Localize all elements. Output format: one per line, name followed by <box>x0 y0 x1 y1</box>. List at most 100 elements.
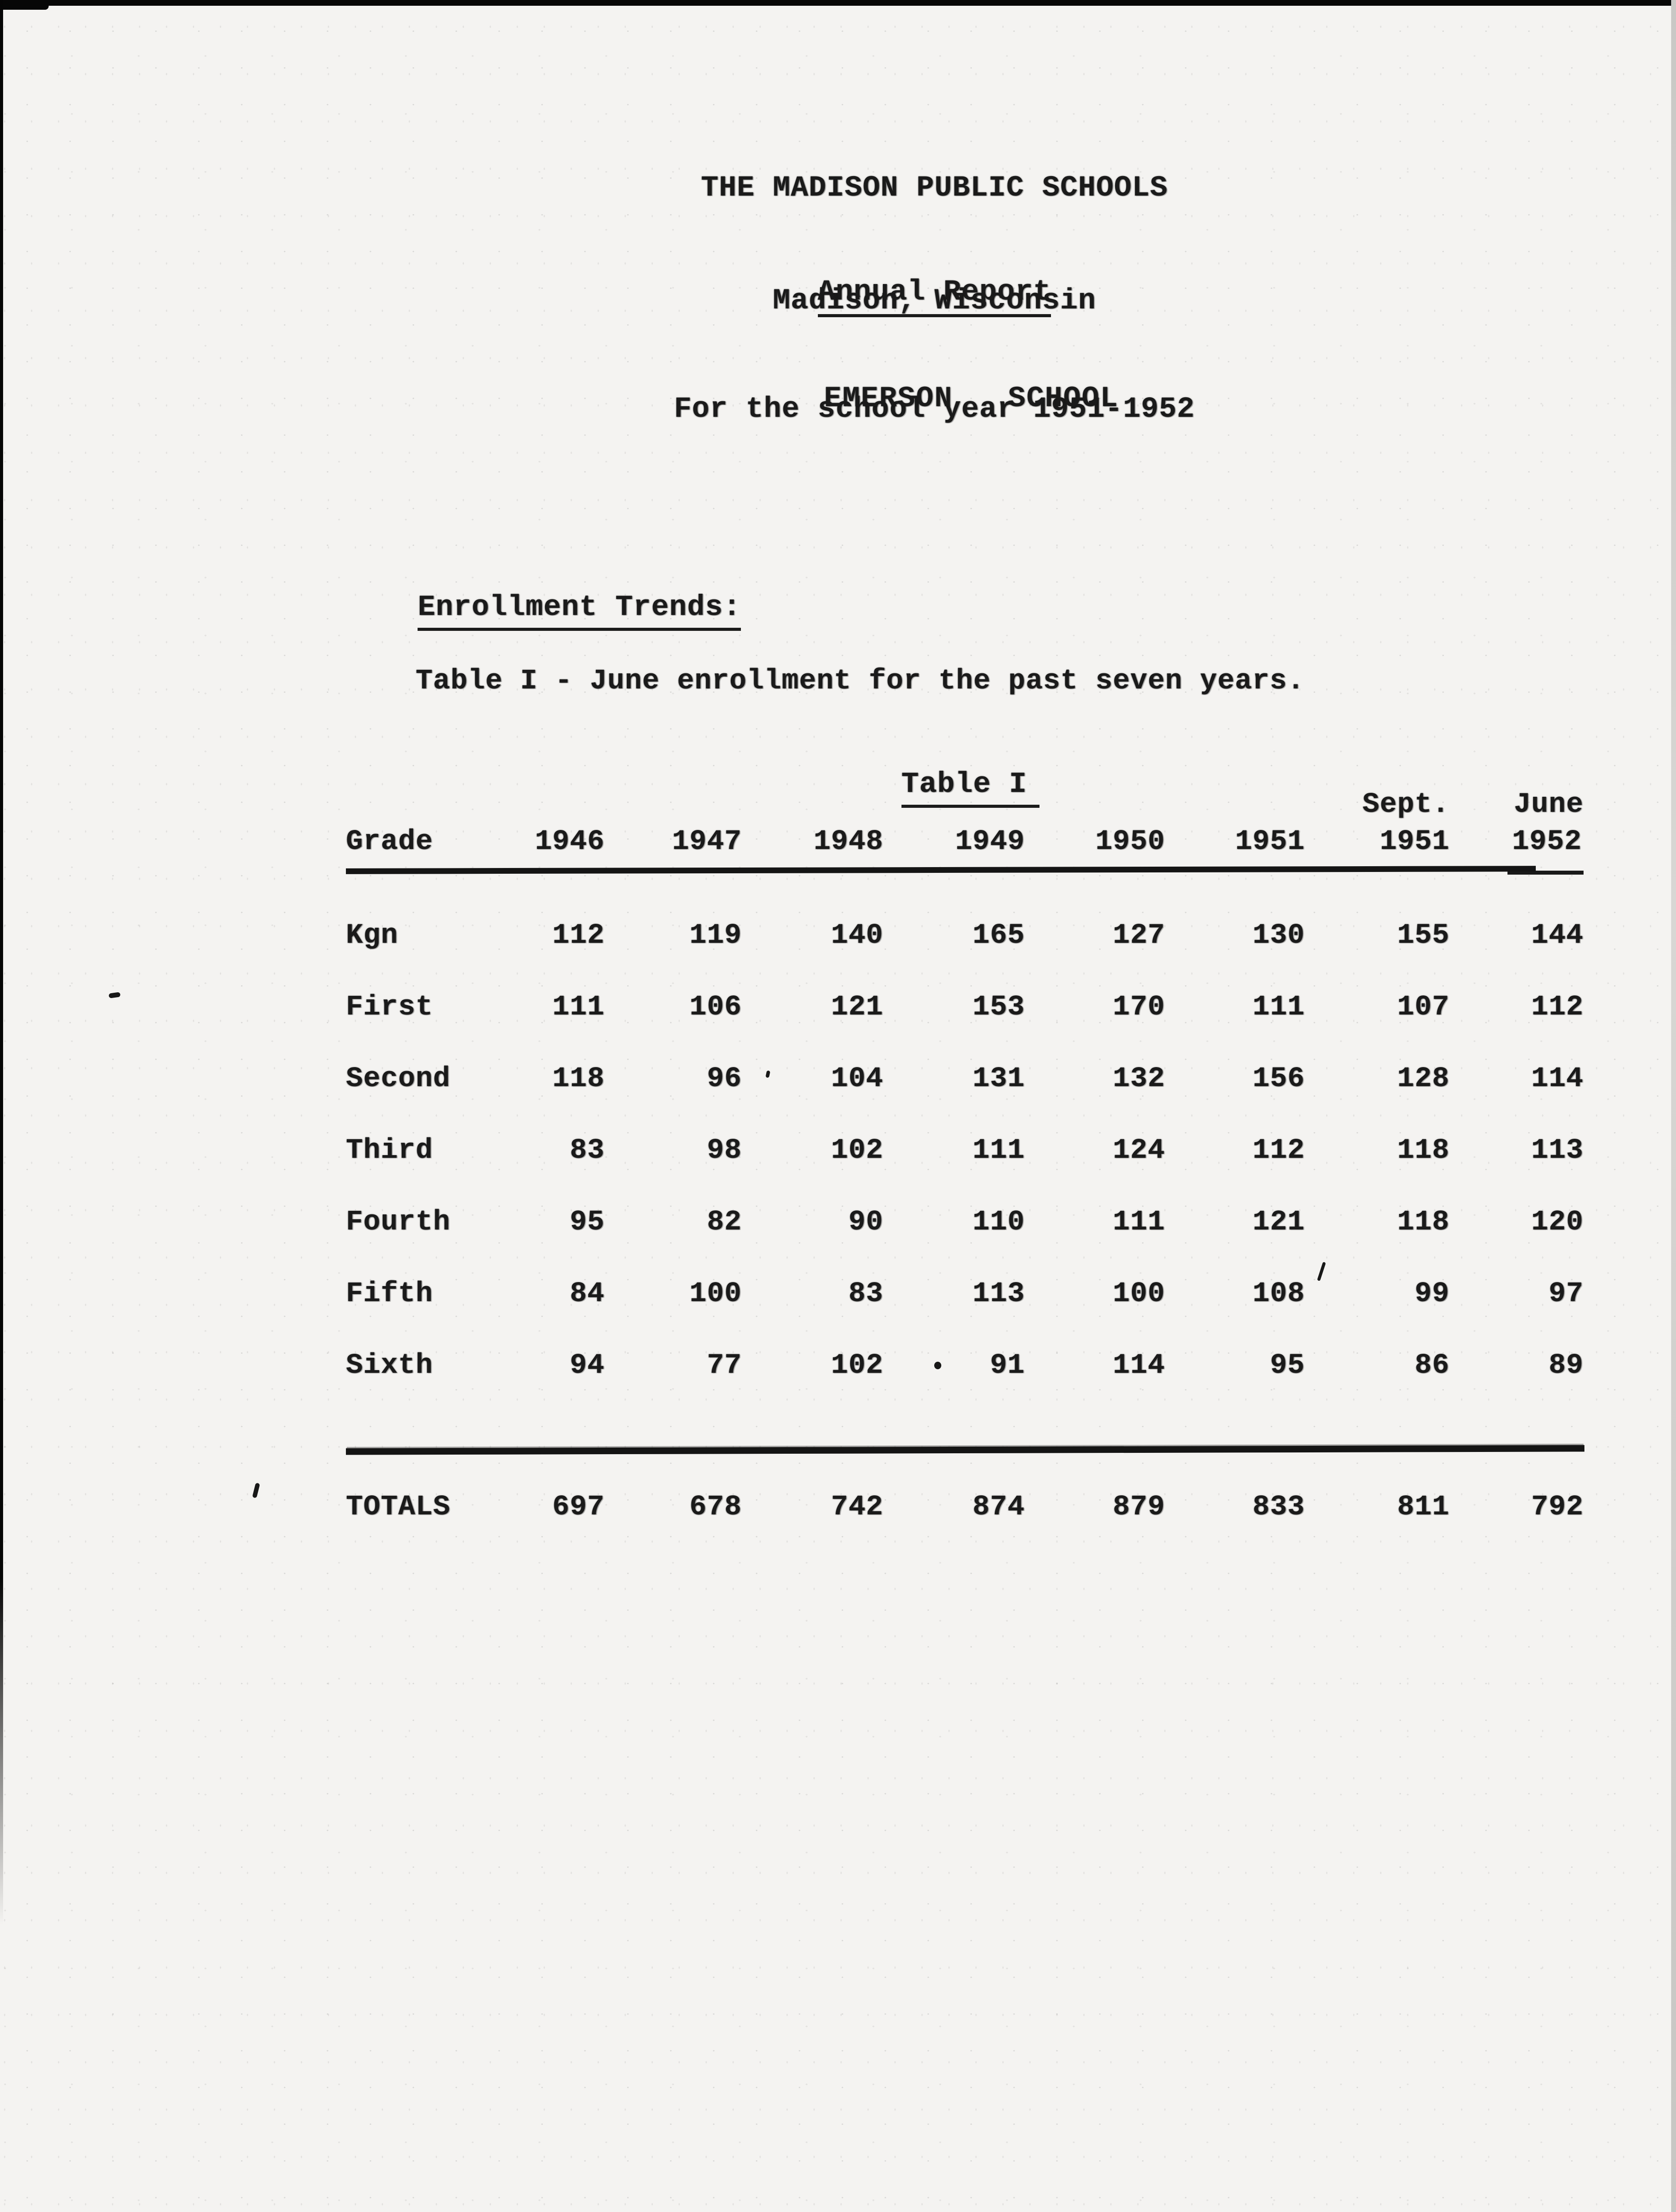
enrollment-value: 111 <box>1112 1206 1165 1238</box>
year-column-header: 1946 <box>535 826 605 858</box>
table-row: First 111 106 121 153 170 111 107 112 <box>346 990 1584 1025</box>
enrollment-value: 90 <box>848 1206 883 1238</box>
total-value: 874 <box>972 1491 1025 1523</box>
enrollment-value: 113 <box>972 1278 1025 1310</box>
enrollment-value: 156 <box>1252 1063 1305 1095</box>
report-period: For the school year 1951-1952 <box>674 392 1195 426</box>
organization-name: THE MADISON PUBLIC SCHOOLS <box>701 171 1168 204</box>
enrollment-value: 91 <box>990 1350 1025 1382</box>
table-header-prefix-row: Sept. June <box>346 787 1584 822</box>
year-column-header: 1950 <box>1095 826 1165 858</box>
table-header-rule <box>345 866 1536 874</box>
grade-label: Sixth <box>346 1350 433 1382</box>
enrollment-value: 102 <box>831 1350 883 1382</box>
document-header: THE MADISON PUBLIC SCHOOLS Madison, Wisc… <box>193 94 1676 395</box>
grade-label: First <box>346 991 433 1023</box>
section-heading-block: Enrollment Trends: <box>346 557 741 664</box>
organization-location: Madison, Wisconsin <box>773 284 1096 317</box>
enrollment-value: 77 <box>707 1350 742 1382</box>
enrollment-value: 108 <box>1252 1278 1305 1310</box>
table-title-block: Table I <box>193 734 1676 841</box>
enrollment-value: 118 <box>1397 1135 1450 1167</box>
table-header-year-row: Grade 1946 1947 1948 1949 1950 1951 1951… <box>346 825 1584 875</box>
enrollment-value: 119 <box>689 920 742 952</box>
enrollment-value: 118 <box>1397 1206 1450 1238</box>
total-value: 879 <box>1112 1491 1165 1523</box>
table-caption-text: Table I - June enrollment for the past s… <box>415 665 1305 697</box>
scan-speck <box>108 992 121 998</box>
prefix-header-june: June <box>1514 789 1584 821</box>
enrollment-value: 111 <box>1252 991 1305 1023</box>
table-row: Sixth 94 77 102 91 114 95 86 89 <box>346 1348 1584 1383</box>
top-edge-scan-artifact <box>0 0 1676 6</box>
enrollment-value: 98 <box>707 1135 742 1167</box>
enrollment-value: 121 <box>1252 1206 1305 1238</box>
enrollment-value: 99 <box>1415 1278 1450 1310</box>
left-edge-scan-artifact <box>0 0 3 1924</box>
enrollment-value: 112 <box>1252 1135 1305 1167</box>
prefix-header-sept: Sept. <box>1362 789 1450 821</box>
enrollment-value: 95 <box>570 1206 605 1238</box>
enrollment-value: 102 <box>831 1135 883 1167</box>
prefix-header <box>742 787 883 822</box>
enrollment-value: 113 <box>1531 1135 1584 1167</box>
enrollment-value: 97 <box>1549 1278 1584 1310</box>
enrollment-value: 89 <box>1549 1350 1584 1382</box>
enrollment-value: 94 <box>570 1350 605 1382</box>
table-row: Third 83 98 102 111 124 112 118 113 <box>346 1133 1584 1168</box>
enrollment-value: 112 <box>552 920 605 952</box>
enrollment-value: 96 <box>707 1063 742 1095</box>
right-edge-scan-shadow <box>1671 0 1676 2212</box>
table-title: Table I <box>901 768 1039 808</box>
enrollment-table: Sept. June Grade 1946 1947 1948 1949 195… <box>345 787 1585 1540</box>
year-column-header: 1951 <box>1380 826 1450 858</box>
table-row: Fourth 95 82 90 110 111 121 118 120 <box>346 1205 1584 1240</box>
report-title: Annual Report <box>817 273 1051 317</box>
enrollment-value: 95 <box>1270 1350 1305 1382</box>
year-column-header: 1948 <box>813 826 883 858</box>
prefix-header <box>1165 787 1305 822</box>
enrollment-value: 114 <box>1531 1063 1584 1095</box>
prefix-header <box>605 787 742 822</box>
enrollment-value: 130 <box>1252 920 1305 952</box>
prefix-header <box>346 787 501 822</box>
grade-label: Second <box>346 1063 451 1095</box>
school-name-block: EMERSON SCHOOL <box>193 349 1676 448</box>
enrollment-value: 140 <box>831 920 883 952</box>
enrollment-value: 111 <box>972 1135 1025 1167</box>
enrollment-value: 112 <box>1531 991 1584 1023</box>
enrollment-value: 82 <box>707 1206 742 1238</box>
enrollment-value: 110 <box>972 1206 1025 1238</box>
prefix-header <box>1025 787 1165 822</box>
top-left-scan-artifact <box>0 0 49 10</box>
total-value: 833 <box>1252 1491 1305 1523</box>
table-row: Fifth 84 100 83 113 100 108 99 97 <box>346 1277 1584 1311</box>
enrollment-value: 83 <box>848 1278 883 1310</box>
total-value: 742 <box>831 1491 883 1523</box>
prefix-header <box>501 787 605 822</box>
year-column-header: 1952 <box>1450 825 1584 875</box>
enrollment-value: 132 <box>1112 1063 1165 1095</box>
table-totals-row: TOTALS 697 678 742 874 879 833 811 792 <box>346 1490 1584 1525</box>
enrollment-value: 114 <box>1112 1350 1165 1382</box>
table-row: Second 118 96 104 131 132 156 128 114 <box>346 1062 1584 1096</box>
table-caption: Table I - June enrollment for the past s… <box>346 634 1304 729</box>
enrollment-value: 106 <box>689 991 742 1023</box>
report-title-block: Annual Report For the school year 1951-1… <box>193 200 1676 501</box>
school-name: EMERSON SCHOOL <box>824 382 1119 415</box>
grade-column-header: Grade <box>346 826 433 858</box>
total-value: 678 <box>689 1491 742 1523</box>
enrollment-value: 127 <box>1112 920 1165 952</box>
grade-label: Kgn <box>346 920 399 952</box>
total-value: 697 <box>552 1491 605 1523</box>
totals-label: TOTALS <box>346 1491 451 1523</box>
enrollment-value: 128 <box>1397 1063 1450 1095</box>
enrollment-value: 121 <box>831 991 883 1023</box>
enrollment-value: 120 <box>1531 1206 1584 1238</box>
year-column-header: 1949 <box>955 826 1025 858</box>
grade-label: Fourth <box>346 1206 451 1238</box>
enrollment-value: 124 <box>1112 1135 1165 1167</box>
enrollment-value: 153 <box>972 991 1025 1023</box>
enrollment-value: 118 <box>552 1063 605 1095</box>
